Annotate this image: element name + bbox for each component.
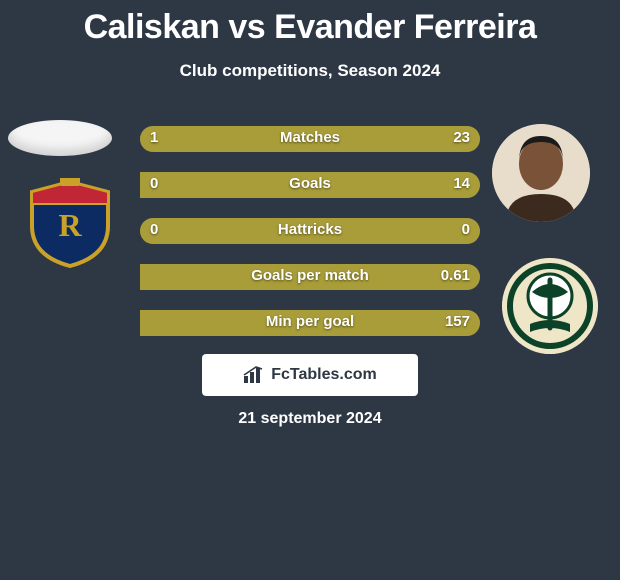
shield-icon: R [20,178,120,268]
comparison-card: Caliskan vs Evander Ferreira Club compet… [0,0,620,580]
axe-badge-icon [502,258,598,354]
stat-value-left: 0 [150,221,158,238]
stat-bars: Matches123Goals014Hattricks00Goals per m… [140,126,480,356]
stat-row: Matches1 23 [140,126,480,152]
subtitle: Club competitions, Season 2024 [0,61,620,81]
stat-row: Hattricks0 0 [140,218,480,244]
page-title: Caliskan vs Evander Ferreira [0,0,620,47]
stat-value-left: 0 [150,175,158,192]
stat-row: Min per goal157 [140,310,480,336]
club-badge-right [502,258,598,354]
stat-value-right: 23 [453,129,470,146]
avatar-left-player [8,120,112,156]
stat-value-right: 157 [445,313,470,330]
stat-row: Goals0 14 [140,172,480,198]
person-icon [492,124,590,222]
stat-value-right: 14 [453,175,470,192]
svg-text:R: R [58,207,82,243]
bars-chart-icon [243,366,265,384]
watermark-text: FcTables.com [271,366,377,384]
stat-value-left: 1 [150,129,158,146]
stat-label: Min per goal [140,313,480,330]
stat-label: Goals [140,175,480,192]
date-text: 21 september 2024 [0,410,620,428]
stat-value-right: 0.61 [441,267,470,284]
stat-label: Hattricks [140,221,480,238]
stat-value-right: 0 [462,221,470,238]
avatar-right-player [492,124,590,222]
club-badge-left: R [20,178,120,268]
stat-row: Goals per match0.61 [140,264,480,290]
stat-label: Goals per match [140,267,480,284]
stat-label: Matches [140,129,480,146]
watermark[interactable]: FcTables.com [202,354,418,396]
